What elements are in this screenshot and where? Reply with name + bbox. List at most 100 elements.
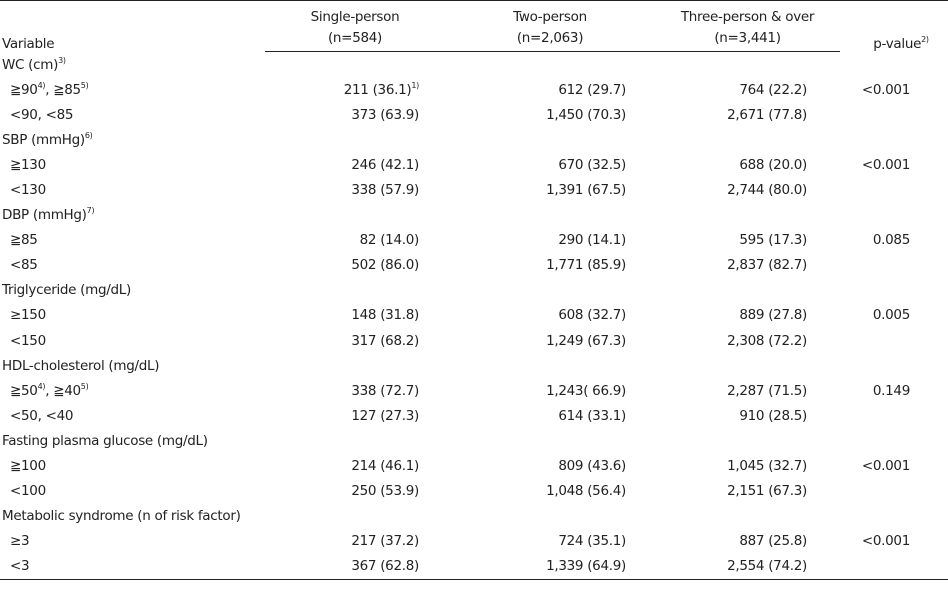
section-row: Triglyceride (mg/dL) <box>0 278 948 303</box>
value-single: 82 (14.0) <box>359 232 420 249</box>
value-single: 367 (62.8) <box>351 558 419 575</box>
table-row: ≧130 246 (42.1) 670 (32.5) 688 (20.0) <0.001 <box>0 152 948 177</box>
table-row: ≧100 214 (46.1) 809 (43.6) 1,045 (32.7) <0.0… <box>0 454 948 479</box>
category-footnote: 4) <box>37 80 46 90</box>
category-label: <85 <box>10 257 38 274</box>
cell-single: 250 (53.9) <box>265 479 445 504</box>
section-row: DBP (mmHg)7) <box>0 203 948 228</box>
cell-single: 148 (31.8) <box>265 303 445 328</box>
group-name-single: Single-person <box>265 0 445 25</box>
table-row: ≧504), ≧405) 338 (72.7) 1,243( 66.9) 2,287 … <box>0 378 948 403</box>
category-cell: ≧100 <box>0 454 265 479</box>
value-three-plus: 887 (25.8) <box>739 533 807 550</box>
category-label: <130 <box>10 182 46 199</box>
table-header: Variable Single-person Two-person Three-… <box>0 0 948 52</box>
cell-single: 214 (46.1) <box>265 454 445 479</box>
category-footnote: 4) <box>37 381 46 391</box>
pvalue-label: p-value <box>873 35 922 52</box>
section-row: SBP (mmHg)6) <box>0 127 948 152</box>
section-footnote: 6) <box>84 130 93 140</box>
category-label: <3 <box>10 558 30 575</box>
value-three-plus: 2,151 (67.3) <box>727 483 807 500</box>
variable-header: Variable <box>0 0 265 52</box>
value-single: 502 (86.0) <box>351 257 419 274</box>
group-name-three-plus: Three-person & over <box>655 0 840 25</box>
p-value <box>840 553 948 580</box>
p-value <box>840 253 948 278</box>
category-cell: <100 <box>0 479 265 504</box>
category-cell: ≧85 <box>0 228 265 253</box>
table-row: ≥150 148 (31.8) 608 (32.7) 889 (27.8) 0.005 <box>0 303 948 328</box>
value-two: 670 (32.5) <box>558 156 626 173</box>
section-row: Fasting plasma glucose (mg/dL) <box>0 428 948 453</box>
p-value <box>840 328 948 353</box>
value-single: 246 (42.1) <box>351 156 419 173</box>
cell-single: 373 (63.9) <box>265 102 445 127</box>
group-n-three-plus: (n=3,441) <box>655 25 840 52</box>
category-label: <50, <40 <box>10 407 74 424</box>
value-three-plus: 2,308 (72.2) <box>727 332 807 349</box>
value-single: 148 (31.8) <box>351 307 419 324</box>
value-three-plus: 2,554 (74.2) <box>655 553 840 580</box>
category-footnote: 5) <box>80 80 89 90</box>
value-two: 1,048 (56.4) <box>546 483 626 500</box>
category-label: , ≧85 <box>45 81 81 98</box>
p-value <box>840 177 948 202</box>
value-two: 1,450 (70.3) <box>546 106 626 123</box>
section-label: Triglyceride (mg/dL) <box>2 282 131 299</box>
section-label: Fasting plasma glucose (mg/dL) <box>2 432 208 449</box>
category-cell: ≧504), ≧405) <box>0 378 265 403</box>
value-two: 1,339 (64.9) <box>445 553 655 580</box>
value-two: 1,391 (67.5) <box>546 182 626 199</box>
table-row: <90, <85 373 (63.9) 1,450 (70.3) 2,671 (77.… <box>0 102 948 127</box>
value-two: 290 (14.1) <box>558 232 626 249</box>
group-name-two: Two-person <box>445 0 655 25</box>
section-label-cell: Triglyceride (mg/dL) <box>0 278 948 303</box>
cell-single: 211 (36.1)1) <box>265 77 445 102</box>
p-value: <0.001 <box>861 81 910 98</box>
group-n-single: (n=584) <box>265 25 445 52</box>
cell-single: 246 (42.1) <box>265 152 445 177</box>
value-single: 217 (37.2) <box>351 533 419 550</box>
value-three-plus: 889 (27.8) <box>739 307 807 324</box>
category-cell: ≥3 <box>0 529 265 554</box>
section-label: HDL-cholesterol (mg/dL) <box>2 357 160 374</box>
cell-single: 338 (72.7) <box>265 378 445 403</box>
p-value: 0.005 <box>872 307 910 324</box>
value-single: 338 (57.9) <box>351 182 419 199</box>
category-label: ≧130 <box>10 156 46 173</box>
table-row: <85 502 (86.0) 1,771 (85.9) 2,837 (82.7) <box>0 253 948 278</box>
pvalue-header: p-value2) <box>840 0 948 52</box>
cell-single: 338 (57.9) <box>265 177 445 202</box>
table-row: <3 367 (62.8) 1,339 (64.9) 2,554 (74.2) <box>0 553 948 580</box>
section-label: Metabolic syndrome (n of risk factor) <box>2 508 241 525</box>
value-two: 809 (43.6) <box>558 458 626 475</box>
category-label: <150 <box>10 332 46 349</box>
cell-single: 127 (27.3) <box>265 403 445 428</box>
value-three-plus: 2,744 (80.0) <box>727 182 807 199</box>
value-three-plus: 1,045 (32.7) <box>727 458 807 475</box>
value-single: 317 (68.2) <box>351 332 419 349</box>
category-cell: <150 <box>0 328 265 353</box>
p-value: 0.085 <box>872 232 910 249</box>
category-cell: ≥150 <box>0 303 265 328</box>
section-label-cell: Fasting plasma glucose (mg/dL) <box>0 428 948 453</box>
value-single: 211 (36.1) <box>343 81 412 98</box>
value-three-plus: 595 (17.3) <box>739 232 807 249</box>
category-label: ≧90 <box>10 81 38 98</box>
p-value: <0.001 <box>861 156 910 173</box>
category-label: ≥150 <box>10 307 46 324</box>
table-body: WC (cm)3) ≧904), ≧855) 211 (36.1)1) 612 (29… <box>0 52 948 580</box>
section-label-cell: WC (cm)3) <box>0 52 948 78</box>
value-single: 373 (63.9) <box>351 106 419 123</box>
p-value: <0.001 <box>861 533 910 550</box>
value-three-plus: 764 (22.2) <box>739 81 807 98</box>
category-label: ≧50 <box>10 382 38 399</box>
value-single: 214 (46.1) <box>351 458 419 475</box>
category-label: ≧85 <box>10 232 38 249</box>
category-label: ≧100 <box>10 458 46 475</box>
category-cell: ≧130 <box>0 152 265 177</box>
value-three-plus: 688 (20.0) <box>739 156 807 173</box>
category-label: , ≧40 <box>45 382 81 399</box>
